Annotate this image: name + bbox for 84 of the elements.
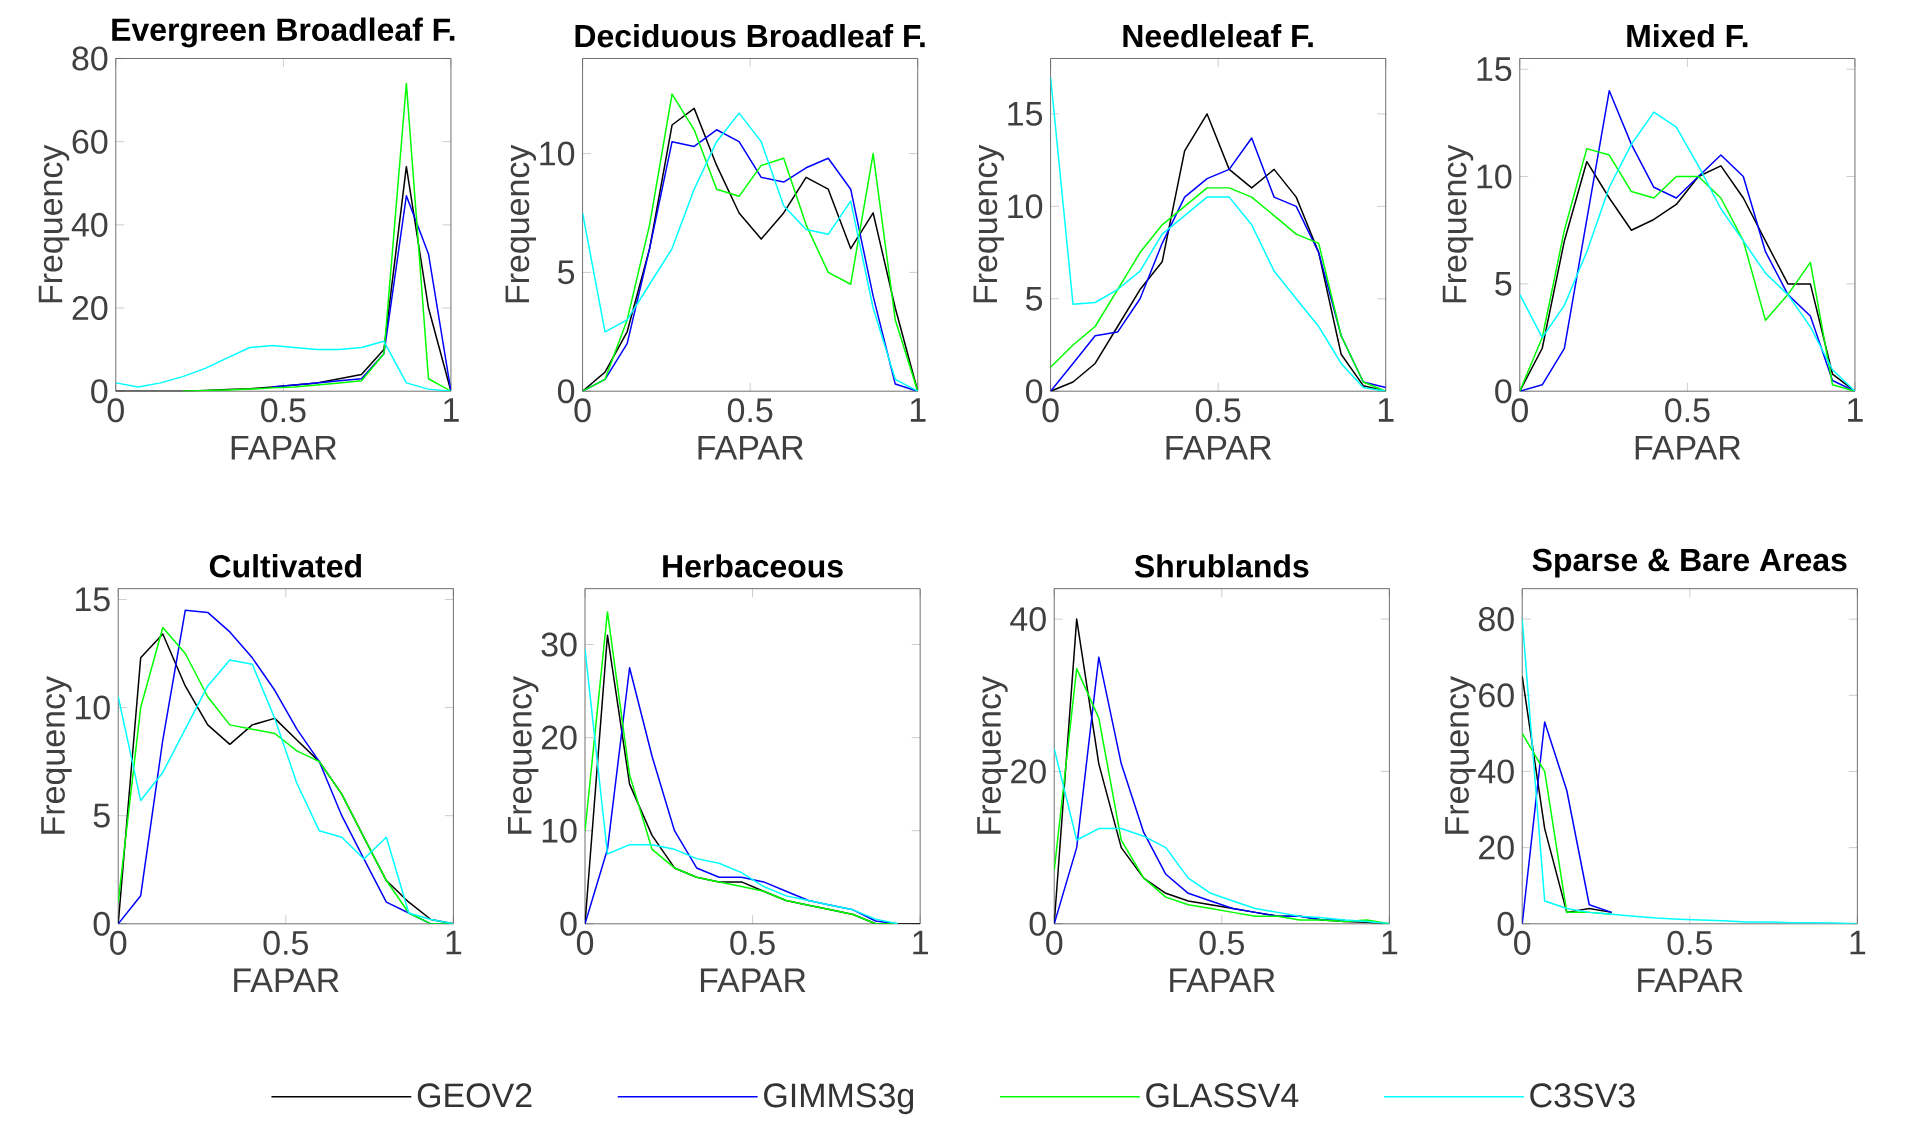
- line-series: [115, 340, 451, 391]
- y-axis-title: Frequency: [973, 144, 1004, 303]
- y-tick-label: 10: [75, 695, 110, 720]
- x-tick-label: 0.5: [1667, 930, 1712, 955]
- y-tick-label: 10: [542, 818, 577, 843]
- x-tick-label: 1: [1848, 398, 1863, 422]
- legend-label: C3SV3: [1530, 1083, 1635, 1108]
- line-series: [1054, 656, 1346, 924]
- x-axis-title: FAPAR: [700, 968, 806, 992]
- y-tick-label: 10: [1477, 164, 1512, 189]
- y-tick-label: 0: [1029, 911, 1046, 936]
- chart-title: Evergreen Broadleaf F.: [112, 17, 455, 48]
- y-tick-label: 0: [93, 911, 110, 936]
- y-tick-label: 60: [1479, 683, 1514, 708]
- x-tick-label: 0.5: [1665, 398, 1710, 423]
- x-tick-label: 1: [1850, 930, 1866, 955]
- line-series: [182, 82, 451, 391]
- x-tick-label: 1: [910, 398, 926, 422]
- x-tick-label: 1: [444, 398, 459, 422]
- chart-title: Cultivated: [209, 553, 361, 578]
- y-tick-label: 15: [75, 587, 110, 612]
- y-tick-label: 5: [1025, 286, 1043, 311]
- y-axis-title: Frequency: [38, 144, 70, 303]
- chart-title: Deciduous Broadleaf F.: [575, 23, 925, 48]
- x-tick-label: 0.5: [1195, 398, 1241, 423]
- y-axis-title: Frequency: [508, 675, 539, 834]
- y-tick-label: 40: [1478, 759, 1514, 784]
- x-tick-label: 1: [1382, 930, 1398, 955]
- y-tick-label: 15: [1008, 101, 1043, 126]
- y-tick-label: 0: [1497, 911, 1514, 936]
- y-axis-title: Frequency: [977, 675, 1008, 834]
- y-tick-label: 80: [1478, 606, 1514, 631]
- x-tick-label: 0.5: [263, 930, 308, 955]
- chart-title: Shrublands: [1134, 553, 1309, 578]
- y-tick-label: 0: [1495, 378, 1512, 404]
- y-tick-label: 60: [72, 129, 108, 154]
- x-axis-title: FAPAR: [698, 435, 804, 460]
- x-axis-title: FAPAR: [1166, 435, 1272, 460]
- x-tick-label: 0: [1046, 930, 1063, 955]
- y-axis-title: Frequency: [505, 144, 536, 303]
- y-tick-label: 0: [91, 378, 108, 404]
- chart-title: Mixed F.: [1627, 23, 1748, 48]
- y-tick-label: 5: [93, 803, 110, 828]
- x-tick-label: 0.5: [261, 398, 306, 423]
- x-axis-title: FAPAR: [234, 968, 339, 992]
- chart-title: Sparse & Bare Areas: [1532, 548, 1847, 578]
- x-tick-label: 0: [110, 930, 127, 955]
- x-tick-label: 0: [576, 930, 594, 955]
- x-tick-label: 0.5: [1199, 930, 1244, 955]
- y-tick-label: 5: [1495, 271, 1512, 296]
- y-tick-label: 30: [541, 632, 577, 657]
- y-tick-label: 0: [1025, 378, 1043, 404]
- y-tick-label: 0: [560, 911, 577, 936]
- y-tick-label: 40: [71, 212, 108, 237]
- y-tick-label: 20: [1479, 835, 1514, 860]
- legend-label: GIMMS3g: [764, 1083, 914, 1114]
- y-tick-label: 20: [541, 725, 577, 750]
- x-axis-title: FAPAR: [1635, 435, 1741, 460]
- y-tick-label: 40: [1010, 606, 1046, 631]
- y-tick-label: 20: [1011, 759, 1046, 784]
- y-tick-label: 10: [540, 141, 575, 166]
- y-tick-label: 10: [1008, 194, 1043, 219]
- x-tick-label: 1: [1378, 398, 1394, 422]
- y-tick-label: 80: [72, 46, 108, 71]
- x-axis-title: FAPAR: [231, 435, 337, 460]
- x-tick-label: 1: [913, 930, 928, 955]
- x-axis-title: FAPAR: [1170, 968, 1275, 992]
- y-axis-title: Frequency: [1442, 144, 1474, 303]
- x-axis-title: FAPAR: [1638, 968, 1743, 992]
- y-axis-title: Frequency: [1445, 675, 1476, 834]
- chart-title: Needleleaf F.: [1123, 23, 1313, 48]
- x-tick-label: 0.5: [727, 398, 773, 423]
- chart-title: Herbaceous: [663, 553, 843, 578]
- y-tick-label: 0: [557, 378, 575, 404]
- line-series: [1050, 186, 1386, 391]
- y-tick-label: 20: [72, 295, 108, 320]
- y-axis-title: Frequency: [41, 675, 72, 834]
- legend-label: GEOV2: [417, 1083, 532, 1108]
- y-tick-label: 5: [557, 260, 575, 285]
- y-tick-label: 15: [1477, 57, 1512, 81]
- x-tick-label: 0.5: [730, 930, 775, 955]
- x-tick-label: 1: [446, 930, 462, 955]
- x-tick-label: 0: [1514, 930, 1531, 955]
- legend-label: GLASSV4: [1146, 1083, 1299, 1108]
